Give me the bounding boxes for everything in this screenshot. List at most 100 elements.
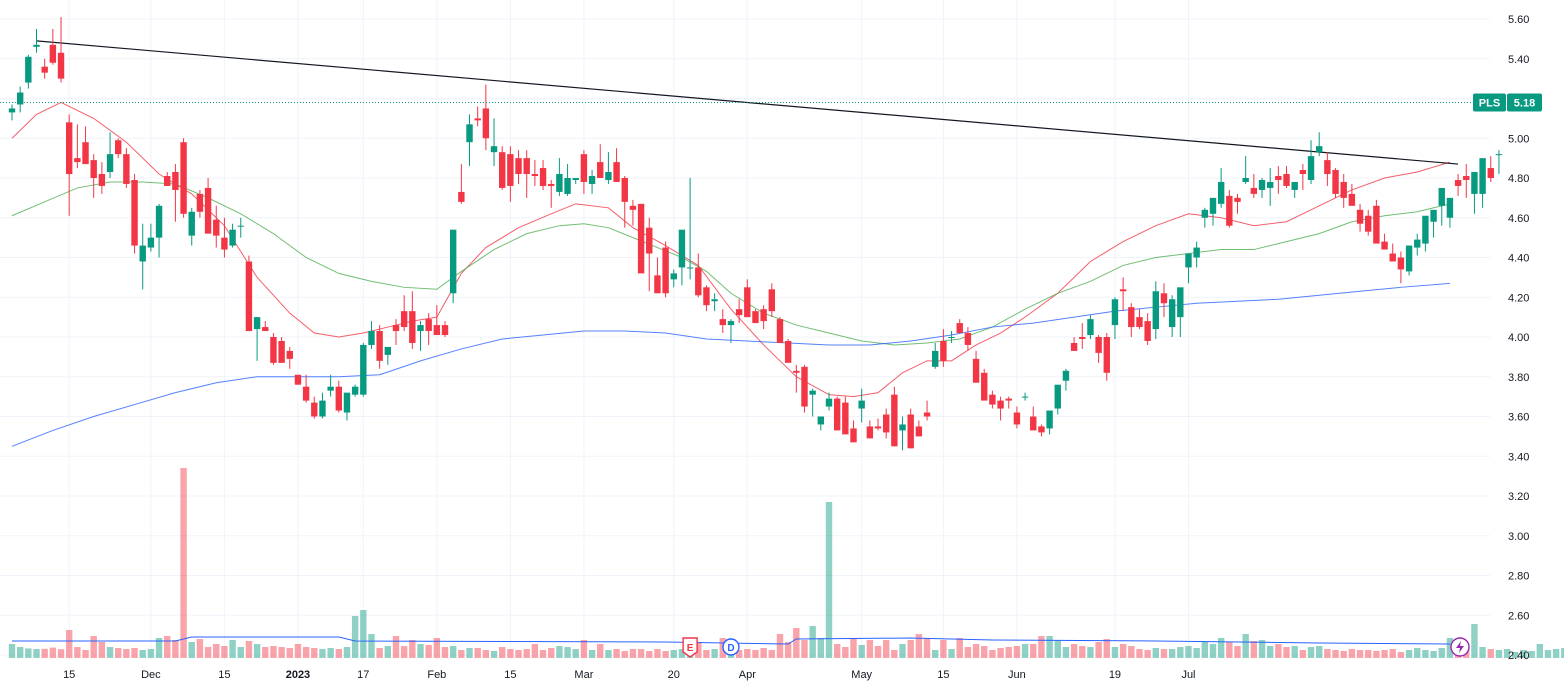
volume-bar xyxy=(499,647,506,658)
volume-bar xyxy=(1185,646,1192,658)
candle-body xyxy=(1062,370,1070,381)
volume-bar xyxy=(41,648,48,658)
volume-bar xyxy=(90,636,97,658)
candle-body xyxy=(1332,170,1339,194)
time-axis: 15 Dec 15 2023 17 Feb 15 Mar 20 Apr May 15 Jun 19 Jul xyxy=(63,669,1195,681)
volume-bar xyxy=(16,647,24,658)
volume-bar xyxy=(1275,644,1282,658)
candle-body xyxy=(57,52,65,79)
time-tick-label: Jul xyxy=(1181,669,1195,681)
time-tick-label: Apr xyxy=(739,669,756,681)
candle-body xyxy=(588,176,596,184)
volume-bar xyxy=(1209,644,1217,658)
volume-bar xyxy=(278,647,285,658)
moving-average-line xyxy=(11,282,1450,447)
candle-body xyxy=(1013,412,1021,425)
volume-bar xyxy=(376,648,383,658)
volume-bar xyxy=(1373,651,1380,658)
volume-bar xyxy=(809,626,816,658)
candle-body xyxy=(654,275,661,294)
volume-bar xyxy=(155,638,163,658)
candle-body xyxy=(539,168,547,186)
candle-body xyxy=(784,340,792,363)
volume-bar xyxy=(1487,649,1494,658)
volume-bar xyxy=(490,651,498,658)
last-price-label: 5.18 xyxy=(1514,97,1535,109)
volume-bar xyxy=(801,640,808,658)
earnings-marker xyxy=(682,637,698,658)
volume-bar xyxy=(65,630,73,658)
volume-bar xyxy=(286,648,293,658)
volume-bar xyxy=(1503,649,1511,658)
candle-body xyxy=(311,402,318,417)
volume-bar xyxy=(678,649,686,658)
candle-body xyxy=(213,219,220,236)
candle-body xyxy=(1136,317,1143,328)
candle-body xyxy=(1381,241,1388,250)
volume-bar xyxy=(621,651,628,658)
candle-body xyxy=(384,346,392,355)
candle-body xyxy=(368,331,375,345)
price-tick-label: 2.40 xyxy=(1508,650,1529,662)
volume-bar xyxy=(507,649,514,658)
volume-bar xyxy=(409,640,416,658)
candle-body xyxy=(466,124,473,143)
time-tick-label: Feb xyxy=(427,669,446,681)
time-tick-label: Mar xyxy=(574,669,593,681)
candle-body xyxy=(1250,187,1258,194)
volume-bar xyxy=(335,649,342,658)
volume-bar xyxy=(1234,646,1241,658)
time-tick-label: Dec xyxy=(141,669,161,681)
volume-bar xyxy=(989,650,996,658)
volume-bar xyxy=(327,648,334,658)
price-tick-label: 4.00 xyxy=(1508,332,1529,344)
volume-bar xyxy=(948,649,955,658)
volume-bar xyxy=(1340,651,1347,658)
candle-body xyxy=(1177,287,1184,318)
candle-body xyxy=(123,154,130,184)
candle-body xyxy=(360,344,367,395)
price-tick-label: 3.20 xyxy=(1508,491,1529,503)
candle-body xyxy=(1128,307,1135,328)
candle-body xyxy=(817,416,825,425)
candle-body xyxy=(335,386,342,411)
candle-body xyxy=(90,160,97,178)
volume-bar xyxy=(351,616,359,658)
volume-bar xyxy=(1536,644,1543,658)
volume-bar xyxy=(1405,650,1413,658)
volume-bar xyxy=(74,647,81,658)
candle-body xyxy=(164,176,171,186)
volume-bar xyxy=(400,646,408,658)
volume-bar xyxy=(1062,647,1070,658)
volume-bar xyxy=(997,648,1004,658)
candle-body xyxy=(891,394,898,447)
candle-body xyxy=(229,229,236,246)
volume-bar xyxy=(139,650,146,658)
candle-body xyxy=(196,193,204,212)
volume-bar xyxy=(752,650,759,658)
candle-body xyxy=(253,317,261,330)
volume-bar xyxy=(360,610,367,658)
candle-body xyxy=(33,44,40,47)
volume-bar xyxy=(1397,652,1405,658)
price-tick-label: 3.80 xyxy=(1508,372,1529,384)
volume-bar xyxy=(1479,647,1486,658)
dividend-marker xyxy=(722,638,740,656)
candle-body xyxy=(41,66,48,73)
volume-bar xyxy=(433,638,441,658)
candle-body xyxy=(1209,197,1217,214)
candle-body xyxy=(850,428,857,443)
price-tick-label: 4.20 xyxy=(1508,292,1529,304)
volume-bar xyxy=(1152,648,1159,658)
earnings-marker-label: E xyxy=(687,643,694,654)
price-tick-label: 4.40 xyxy=(1508,253,1529,265)
volume-bar xyxy=(1561,648,1564,658)
candle-body xyxy=(613,162,620,182)
candle-body xyxy=(507,154,514,186)
price-tick-label: 4.60 xyxy=(1508,213,1529,225)
volume-bar xyxy=(940,640,947,658)
candle-body xyxy=(25,56,32,83)
volume-bar xyxy=(1242,634,1249,658)
